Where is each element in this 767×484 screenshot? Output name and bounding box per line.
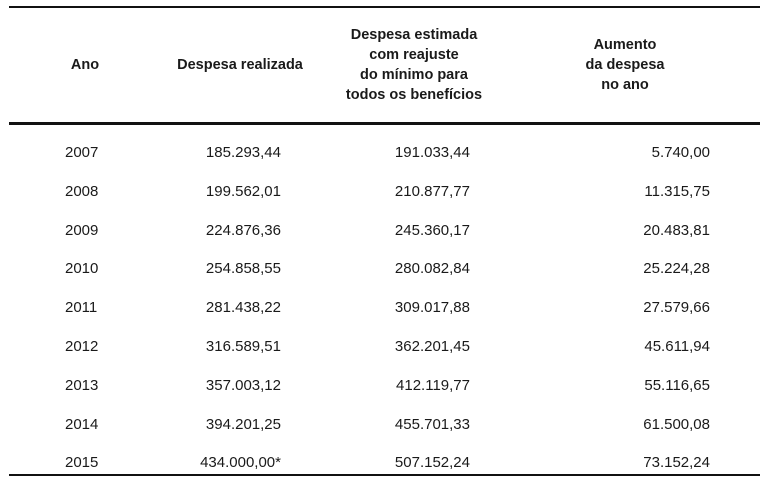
header-despesa-estimada: Despesa estimada com reajuste do mínimo … bbox=[345, 27, 483, 103]
cell-despesa-realizada: 316.589,51 bbox=[205, 337, 281, 355]
cell-aumento: 20.483,81 bbox=[643, 221, 710, 239]
cell-aumento: 45.611,94 bbox=[644, 337, 710, 355]
cell-despesa-estimada: 210.877,77 bbox=[394, 182, 470, 200]
cell-despesa-realizada: 394.201,25 bbox=[205, 415, 281, 433]
cell-ano: 2014 bbox=[65, 415, 99, 433]
table-header-rule bbox=[9, 122, 760, 125]
table-row: 2007 185.293,44 191.033,44 5.740,00 bbox=[0, 135, 767, 174]
cell-ano: 2011 bbox=[65, 299, 98, 317]
cell-despesa-estimada: 362.201,45 bbox=[394, 337, 470, 355]
cell-ano: 2015 bbox=[65, 454, 99, 472]
cell-ano: 2012 bbox=[65, 337, 99, 355]
table-top-rule bbox=[9, 6, 760, 8]
table-row: 2009 224.876,36 245.360,17 20.483,81 bbox=[0, 213, 767, 252]
cell-despesa-realizada: 434.000,00* bbox=[200, 454, 281, 472]
cell-ano: 2007 bbox=[65, 144, 99, 161]
cell-despesa-estimada: 280.082,84 bbox=[394, 260, 470, 278]
cell-despesa-realizada: 224.876,36 bbox=[205, 221, 281, 239]
cell-despesa-realizada: 199.562,01 bbox=[205, 182, 281, 200]
table-row: 2010 254.858,55 280.082,84 25.224,28 bbox=[0, 251, 767, 290]
cell-despesa-realizada: 185.293,44 bbox=[205, 144, 281, 161]
table-row: 2015 434.000,00* 507.152,24 73.152,24 bbox=[0, 445, 767, 484]
table-row: 2011 281.438,22 309.017,88 27.579,66 bbox=[0, 290, 767, 329]
header-aumento-despesa: Aumento da despesa no ano bbox=[585, 37, 665, 93]
cell-aumento: 25.224,28 bbox=[643, 260, 710, 278]
cell-ano: 2013 bbox=[65, 376, 99, 394]
cell-aumento: 11.315,75 bbox=[644, 182, 710, 200]
cell-aumento: 55.116,65 bbox=[644, 376, 710, 394]
table-body: 2007 185.293,44 191.033,44 5.740,00 2008… bbox=[0, 135, 767, 484]
cell-despesa-realizada: 357.003,12 bbox=[205, 376, 281, 394]
header-despesa-realizada: Despesa realizada bbox=[177, 57, 303, 73]
cell-despesa-realizada: 281.438,22 bbox=[205, 299, 281, 317]
cell-despesa-estimada: 455.701,33 bbox=[394, 415, 470, 433]
cell-despesa-estimada: 191.033,44 bbox=[394, 144, 470, 161]
header-ano: Ano bbox=[70, 57, 100, 73]
cell-ano: 2009 bbox=[65, 221, 99, 239]
table-bottom-rule bbox=[9, 474, 760, 476]
cell-despesa-estimada: 507.152,24 bbox=[394, 454, 470, 472]
cell-aumento: 5.740,00 bbox=[651, 144, 710, 161]
cell-ano: 2010 bbox=[65, 260, 99, 278]
cell-aumento: 61.500,08 bbox=[643, 415, 710, 433]
cell-ano: 2008 bbox=[65, 182, 99, 200]
cell-aumento: 73.152,24 bbox=[643, 454, 710, 472]
table-row: 2014 394.201,25 455.701,33 61.500,08 bbox=[0, 407, 767, 446]
table-row: 2008 199.562,01 210.877,77 11.315,75 bbox=[0, 174, 767, 213]
cell-aumento: 27.579,66 bbox=[643, 299, 710, 317]
cell-despesa-estimada: 412.119,77 bbox=[396, 376, 470, 394]
table-row: 2012 316.589,51 362.201,45 45.611,94 bbox=[0, 329, 767, 368]
cell-despesa-estimada: 309.017,88 bbox=[394, 299, 470, 317]
cell-despesa-realizada: 254.858,55 bbox=[205, 260, 281, 278]
table-row: 2013 357.003,12 412.119,77 55.116,65 bbox=[0, 368, 767, 407]
cell-despesa-estimada: 245.360,17 bbox=[394, 221, 470, 239]
